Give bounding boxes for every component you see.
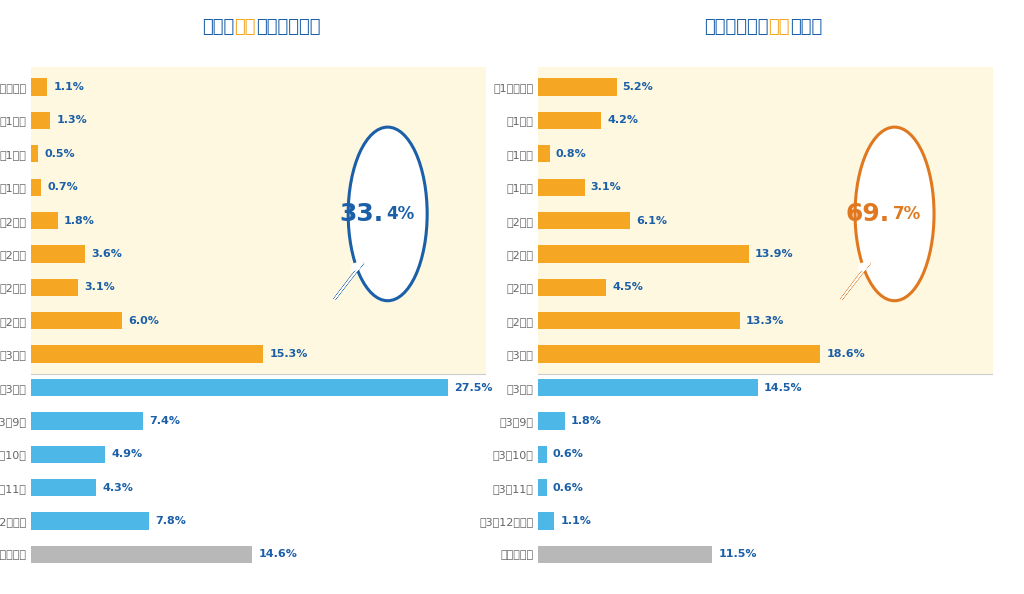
Bar xyxy=(31,546,253,563)
Bar xyxy=(31,346,263,363)
Bar xyxy=(31,179,41,196)
Text: 4.3%: 4.3% xyxy=(102,483,133,492)
Bar xyxy=(31,513,150,530)
Circle shape xyxy=(855,127,934,301)
Bar xyxy=(31,279,78,296)
Text: 勉強を始める: 勉強を始める xyxy=(703,18,768,36)
Bar xyxy=(31,212,58,229)
Bar xyxy=(31,78,47,96)
Text: 1.1%: 1.1% xyxy=(53,82,84,92)
Bar xyxy=(31,479,96,497)
Bar xyxy=(538,312,739,330)
Text: 実際: 実際 xyxy=(234,18,256,36)
Bar xyxy=(538,513,554,530)
Bar xyxy=(538,112,601,129)
Text: 14.6%: 14.6% xyxy=(258,549,297,560)
Polygon shape xyxy=(335,263,364,299)
Text: 11.5%: 11.5% xyxy=(719,549,757,560)
Text: 13.3%: 13.3% xyxy=(745,316,784,326)
Text: 13.9%: 13.9% xyxy=(755,249,794,259)
Bar xyxy=(538,346,820,363)
Text: 6.0%: 6.0% xyxy=(128,316,159,326)
Bar xyxy=(31,379,449,396)
Bar xyxy=(538,245,749,263)
Text: 7.8%: 7.8% xyxy=(156,516,186,526)
Bar xyxy=(31,145,38,163)
Bar xyxy=(538,145,550,163)
Polygon shape xyxy=(842,263,870,299)
Text: 33.: 33. xyxy=(339,202,383,226)
Text: 4.2%: 4.2% xyxy=(607,115,639,125)
Text: 勉強を: 勉強を xyxy=(202,18,234,36)
Bar xyxy=(538,546,713,563)
Text: 1.8%: 1.8% xyxy=(65,216,95,226)
Bar xyxy=(538,279,606,296)
Text: 27.5%: 27.5% xyxy=(455,383,493,393)
Text: 18.6%: 18.6% xyxy=(826,349,865,359)
Text: 1.8%: 1.8% xyxy=(571,416,602,426)
Bar xyxy=(31,446,105,463)
Text: に始めた時期: に始めた時期 xyxy=(256,18,321,36)
Bar xyxy=(538,67,993,374)
Bar xyxy=(31,112,50,129)
Text: 0.5%: 0.5% xyxy=(44,149,75,159)
Bar xyxy=(538,446,547,463)
Text: 15.3%: 15.3% xyxy=(269,349,307,359)
Text: 3.6%: 3.6% xyxy=(91,249,122,259)
Text: の時期: の時期 xyxy=(790,18,822,36)
Bar xyxy=(538,179,585,196)
Text: 69.: 69. xyxy=(846,202,890,226)
Circle shape xyxy=(348,127,427,301)
Text: 0.7%: 0.7% xyxy=(47,182,78,192)
Polygon shape xyxy=(351,261,362,271)
Text: 理想: 理想 xyxy=(768,18,790,36)
Bar xyxy=(538,379,758,396)
Text: 5.2%: 5.2% xyxy=(623,82,653,92)
Bar xyxy=(31,245,85,263)
Bar xyxy=(538,212,630,229)
Text: 4.5%: 4.5% xyxy=(612,282,643,292)
Bar xyxy=(538,479,547,497)
Text: 0.6%: 0.6% xyxy=(553,449,584,459)
Bar xyxy=(31,412,143,429)
Bar xyxy=(538,412,565,429)
Text: 0.8%: 0.8% xyxy=(556,149,587,159)
Text: 7.4%: 7.4% xyxy=(150,416,180,426)
Polygon shape xyxy=(858,261,869,271)
Bar xyxy=(31,67,486,374)
Text: 4%: 4% xyxy=(386,205,415,223)
Text: 6.1%: 6.1% xyxy=(636,216,668,226)
Text: 1.1%: 1.1% xyxy=(560,516,591,526)
Text: 3.1%: 3.1% xyxy=(84,282,115,292)
Bar xyxy=(31,312,122,330)
Text: 14.5%: 14.5% xyxy=(764,383,803,393)
Text: 7%: 7% xyxy=(893,205,922,223)
Bar xyxy=(538,78,616,96)
Text: 4.9%: 4.9% xyxy=(112,449,142,459)
Text: 1.3%: 1.3% xyxy=(56,115,87,125)
Text: 3.1%: 3.1% xyxy=(591,182,622,192)
Text: 0.6%: 0.6% xyxy=(553,483,584,492)
